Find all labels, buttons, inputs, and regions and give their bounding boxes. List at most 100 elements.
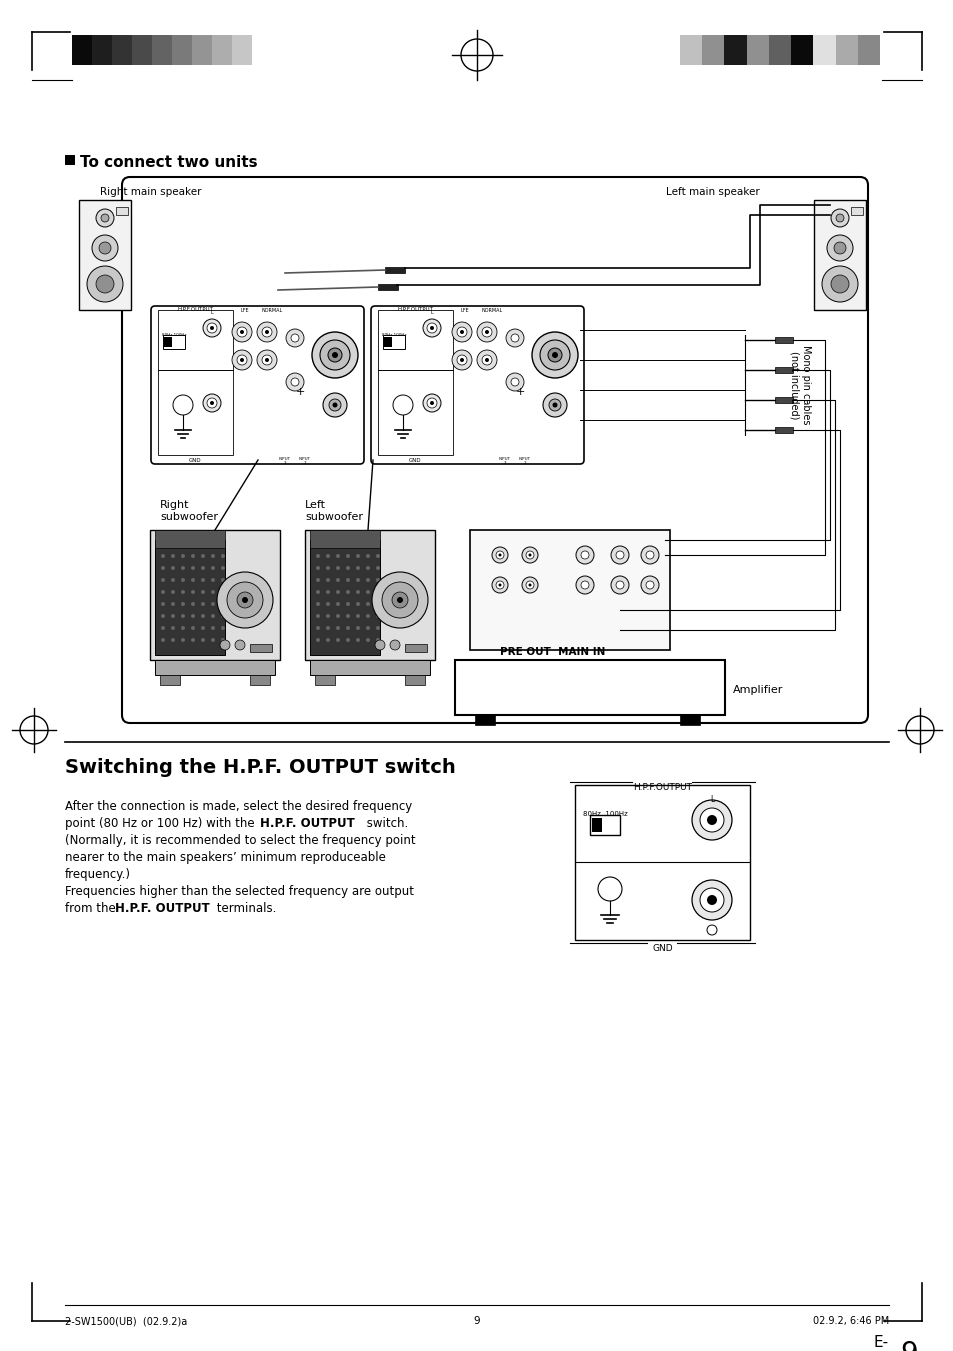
Circle shape <box>476 350 497 370</box>
Circle shape <box>375 613 379 617</box>
Circle shape <box>691 800 731 840</box>
Circle shape <box>221 613 225 617</box>
Text: INPUT: INPUT <box>518 457 531 461</box>
Text: GND: GND <box>409 458 421 463</box>
Text: H.P.F. OUTPUT: H.P.F. OUTPUT <box>115 902 210 915</box>
Circle shape <box>375 626 379 630</box>
Circle shape <box>481 355 492 365</box>
Circle shape <box>171 566 174 570</box>
Text: INPUT: INPUT <box>498 457 511 461</box>
Circle shape <box>191 626 194 630</box>
Bar <box>172 35 192 65</box>
Circle shape <box>355 613 359 617</box>
Circle shape <box>375 638 379 642</box>
Circle shape <box>315 554 319 558</box>
Circle shape <box>315 626 319 630</box>
Bar <box>150 530 280 661</box>
Bar <box>310 661 430 676</box>
Circle shape <box>201 638 205 642</box>
Circle shape <box>181 626 185 630</box>
Bar <box>252 35 272 65</box>
Bar <box>405 676 424 685</box>
Circle shape <box>315 603 319 607</box>
Circle shape <box>171 638 174 642</box>
Circle shape <box>616 551 623 559</box>
Circle shape <box>201 590 205 594</box>
Text: GND: GND <box>189 458 202 463</box>
Circle shape <box>191 566 194 570</box>
Circle shape <box>826 235 852 261</box>
Circle shape <box>315 638 319 642</box>
Text: H.P.F. OUTPUT: H.P.F. OUTPUT <box>260 817 355 830</box>
Circle shape <box>456 355 467 365</box>
Circle shape <box>335 638 339 642</box>
Circle shape <box>452 322 472 342</box>
Circle shape <box>221 603 225 607</box>
Circle shape <box>216 571 273 628</box>
Text: +: + <box>295 386 304 397</box>
Text: Right main speaker: Right main speaker <box>100 186 201 197</box>
Bar <box>377 309 453 370</box>
Circle shape <box>262 327 272 336</box>
Circle shape <box>262 355 272 365</box>
Circle shape <box>375 590 379 594</box>
Circle shape <box>335 603 339 607</box>
Circle shape <box>207 323 216 332</box>
Circle shape <box>366 590 370 594</box>
Circle shape <box>333 403 337 408</box>
Bar <box>470 530 669 650</box>
Circle shape <box>211 578 214 582</box>
Bar <box>212 35 232 65</box>
Circle shape <box>221 554 225 558</box>
Bar <box>746 35 768 65</box>
Circle shape <box>101 213 109 222</box>
Circle shape <box>265 358 269 362</box>
Circle shape <box>326 613 330 617</box>
Circle shape <box>346 613 350 617</box>
Circle shape <box>191 578 194 582</box>
Bar <box>774 336 792 343</box>
Bar <box>310 540 379 655</box>
Circle shape <box>355 638 359 642</box>
Circle shape <box>372 571 428 628</box>
Circle shape <box>691 880 731 920</box>
Circle shape <box>315 578 319 582</box>
Circle shape <box>326 578 330 582</box>
Circle shape <box>366 626 370 630</box>
Text: H.P.F.OUTPUT: H.P.F.OUTPUT <box>177 307 213 312</box>
Text: H.P.F.OUTPUT: H.P.F.OUTPUT <box>633 784 691 792</box>
Bar <box>835 35 857 65</box>
Circle shape <box>211 626 214 630</box>
Circle shape <box>87 266 123 303</box>
Circle shape <box>211 566 214 570</box>
Bar <box>382 335 405 349</box>
Circle shape <box>171 626 174 630</box>
Text: GND: GND <box>652 944 672 952</box>
Circle shape <box>221 638 225 642</box>
Circle shape <box>171 554 174 558</box>
Circle shape <box>476 322 497 342</box>
Circle shape <box>265 330 269 334</box>
Text: E-: E- <box>873 1335 888 1350</box>
Text: INPUT: INPUT <box>278 457 291 461</box>
Text: from the: from the <box>65 902 119 915</box>
Bar <box>575 785 749 940</box>
Circle shape <box>366 638 370 642</box>
Circle shape <box>456 327 467 336</box>
Circle shape <box>484 330 489 334</box>
Circle shape <box>181 554 185 558</box>
Circle shape <box>211 590 214 594</box>
Circle shape <box>326 603 330 607</box>
Circle shape <box>181 603 185 607</box>
Bar <box>154 530 225 549</box>
Bar <box>774 367 792 373</box>
Bar <box>154 661 274 676</box>
Circle shape <box>236 355 247 365</box>
Circle shape <box>201 613 205 617</box>
Circle shape <box>201 578 205 582</box>
Circle shape <box>355 578 359 582</box>
Text: 02.9.2, 6:46 PM: 02.9.2, 6:46 PM <box>812 1316 888 1325</box>
Text: NORMAL: NORMAL <box>261 308 282 313</box>
Circle shape <box>286 330 304 347</box>
Text: 3: 3 <box>283 461 286 465</box>
